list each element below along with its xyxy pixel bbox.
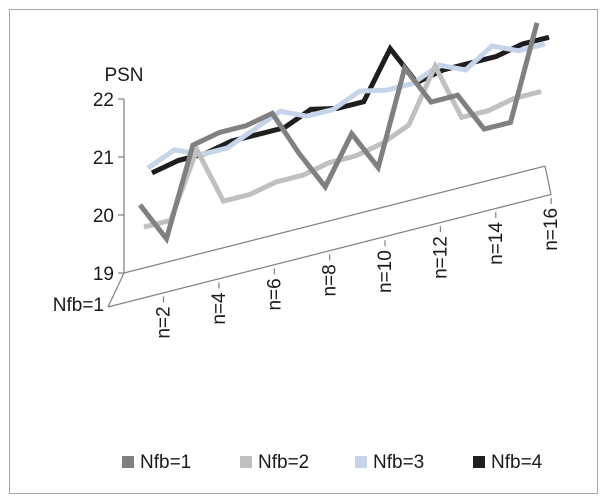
depth-axis-label: Nfb=1 [53, 295, 104, 316]
x-tick-label: n=4 [209, 292, 230, 325]
axes-layer: 19 20 21 22 PSN Nfb=1 n=2 n=4 n=6 n=8 n=10 n=12 n=14… [53, 65, 562, 339]
y-tick-label: 20 [93, 206, 114, 227]
x-tick-label: n=14 [486, 222, 507, 265]
legend-swatch [240, 456, 252, 468]
x-tick-label: n=10 [375, 250, 396, 293]
line-chart-3d: 19 20 21 22 PSN Nfb=1 n=2 n=4 n=6 n=8 n=10 n=12 n=14… [53, 22, 562, 473]
floor-front-edge [107, 193, 552, 308]
series-line-nfb1 [138, 22, 540, 245]
y-tick-label: 19 [93, 264, 114, 285]
x-tick-label: n=12 [430, 236, 451, 279]
chart-walls [107, 99, 552, 308]
x-tick-label: n=8 [320, 264, 341, 296]
floor-back-edge [123, 165, 546, 274]
y-tick-label: 21 [93, 148, 114, 169]
y-tick-label: 22 [93, 90, 114, 111]
series-line-nfb4 [150, 34, 550, 176]
legend-label: Nfb=4 [491, 452, 543, 473]
x-tick-label: n=6 [264, 278, 285, 310]
floor-right-edge [544, 165, 552, 195]
x-tick-label: n=16 [541, 208, 562, 251]
chart-frame: 19 20 21 22 PSN Nfb=1 n=2 n=4 n=6 n=8 n=10 n=12 n=14… [9, 9, 598, 494]
x-tick-label: n=2 [154, 306, 175, 338]
legend: Nfb=1 Nfb=2 Nfb=3 Nfb=4 [122, 452, 543, 473]
y-axis-title: PSN [104, 65, 143, 86]
floor-left-edge [107, 272, 125, 308]
legend-swatch [473, 456, 485, 468]
legend-label: Nfb=1 [140, 452, 191, 473]
legend-swatch [122, 456, 134, 468]
series-layer [138, 22, 550, 245]
legend-label: Nfb=2 [258, 452, 309, 473]
legend-swatch [355, 456, 367, 468]
legend-label: Nfb=3 [373, 452, 424, 473]
series-line-nfb3 [146, 41, 546, 171]
